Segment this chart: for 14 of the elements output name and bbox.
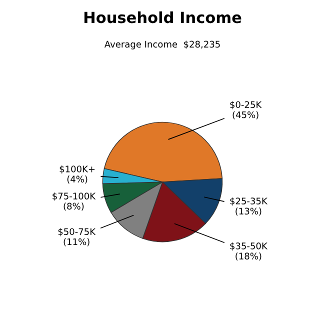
data-label: (18%)	[236, 252, 262, 261]
chart-subtitle: Average Income $28,235	[104, 40, 220, 50]
slice-label: $50-75K	[58, 228, 96, 236]
data-label: (8%)	[64, 202, 84, 211]
data-label: (11%)	[64, 238, 90, 246]
chart-title: Household Income	[84, 11, 242, 24]
slice-label: $75-100K	[52, 192, 96, 201]
data-label: (45%)	[232, 111, 258, 120]
data-label: (13%)	[236, 208, 262, 216]
data-label: (4%)	[67, 176, 88, 184]
slice-label: $35-50K	[230, 242, 268, 251]
slice-label: $25-35K	[230, 197, 268, 206]
slice-label: $100K+	[60, 165, 95, 174]
slice-label: $0-25K	[230, 101, 262, 110]
